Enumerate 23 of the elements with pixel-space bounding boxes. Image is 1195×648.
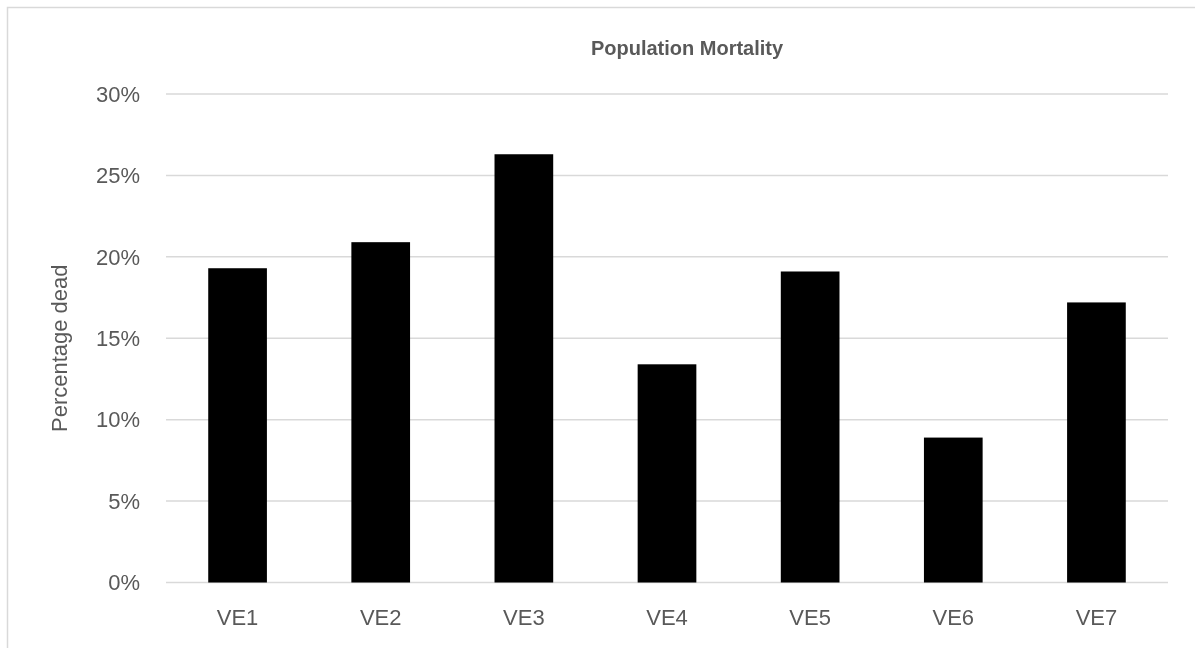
- bar: [923, 437, 983, 583]
- bar: [780, 271, 840, 583]
- y-tick-label: 25%: [95, 163, 140, 189]
- y-tick-label: 0%: [108, 570, 140, 596]
- x-tick-label: VE4: [646, 605, 688, 630]
- x-tick-label: VE5: [789, 605, 831, 630]
- x-tick-label: VE7: [1075, 605, 1118, 630]
- x-tick-label: VE3: [503, 605, 545, 630]
- chart-title: Population Mortality: [590, 37, 784, 59]
- x-tick-label: VE2: [359, 605, 402, 630]
- y-tick-label: 10%: [95, 407, 140, 433]
- y-tick-label: 15%: [95, 325, 140, 351]
- bar: [494, 154, 554, 583]
- bar: [208, 268, 267, 583]
- bar: [351, 242, 411, 583]
- bar: [637, 364, 697, 583]
- y-tick-label: 20%: [95, 244, 140, 270]
- x-tick-label: VE6: [932, 605, 975, 630]
- bar: [1067, 302, 1126, 583]
- y-tick-label: 5%: [108, 488, 140, 514]
- x-tick-label: VE1: [216, 605, 259, 630]
- y-axis-title: Percentage dead: [47, 264, 72, 433]
- y-tick-label: 30%: [95, 81, 140, 107]
